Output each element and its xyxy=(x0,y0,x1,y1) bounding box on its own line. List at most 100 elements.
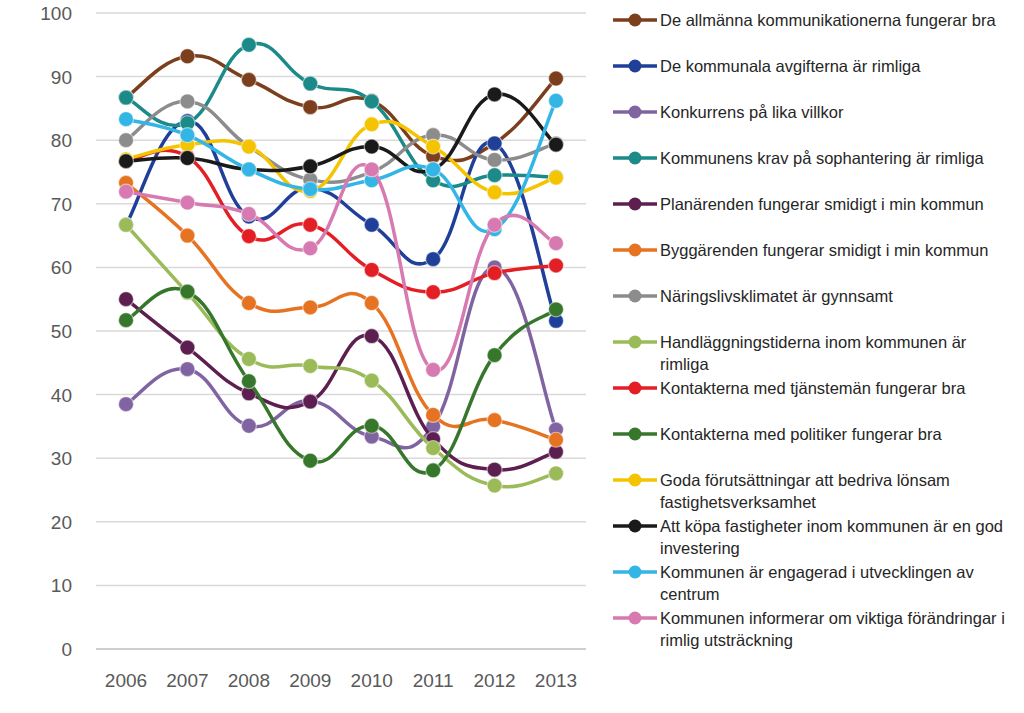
point xyxy=(426,162,441,177)
point xyxy=(303,76,318,91)
series-line xyxy=(126,101,556,182)
point xyxy=(364,262,379,277)
legend: De allmänna kommunikationerna fungerar b… xyxy=(613,11,1005,649)
legend-label: Byggärenden fungerar smidigt i min kommu… xyxy=(660,241,988,259)
legend-label-line: rimliga xyxy=(660,355,709,373)
series-line xyxy=(126,150,556,292)
point xyxy=(364,117,379,132)
point xyxy=(487,185,502,200)
point xyxy=(303,241,318,256)
legend-marker xyxy=(629,244,642,257)
point xyxy=(119,292,134,307)
point xyxy=(119,217,134,232)
point xyxy=(119,397,134,412)
point xyxy=(364,94,379,109)
point xyxy=(241,351,256,366)
series xyxy=(119,93,564,236)
series xyxy=(119,292,564,477)
legend-marker xyxy=(629,382,642,395)
point xyxy=(241,72,256,87)
point xyxy=(487,462,502,477)
point xyxy=(119,217,134,232)
x-tick-label: 2009 xyxy=(289,670,331,691)
legend-label-line: Näringslivsklimatet är gynnsamt xyxy=(660,287,893,305)
grid-line xyxy=(96,648,586,650)
legend-label: Handläggningstiderna inom kommunen ärrim… xyxy=(660,333,967,373)
legend-marker xyxy=(629,520,642,533)
x-tick-label: 2007 xyxy=(166,670,208,691)
legend-label: Kontakterna med tjänstemän fungerar bra xyxy=(660,379,966,397)
series xyxy=(119,149,564,299)
legend-marker xyxy=(629,198,642,211)
legend-label-line: Goda förutsättningar att bedriva lönsam xyxy=(660,471,950,489)
grid-line xyxy=(96,267,586,269)
point xyxy=(241,418,256,433)
point xyxy=(549,71,564,86)
x-tick-label: 2013 xyxy=(535,670,577,691)
plot-area xyxy=(119,37,564,493)
legend-label: De allmänna kommunikationerna fungerar b… xyxy=(660,11,997,29)
series xyxy=(119,87,564,177)
grid-line xyxy=(96,139,586,141)
point xyxy=(426,463,441,478)
point xyxy=(487,217,502,232)
point xyxy=(119,184,134,199)
point xyxy=(241,374,256,389)
point xyxy=(119,133,134,148)
y-tick-label: 80 xyxy=(51,130,72,151)
point xyxy=(364,418,379,433)
point xyxy=(303,393,318,408)
point xyxy=(426,252,441,267)
x-tick-label: 2008 xyxy=(228,670,270,691)
point xyxy=(241,162,256,177)
legend-label-line: centrum xyxy=(660,585,720,603)
grid-line xyxy=(96,394,586,396)
series xyxy=(119,260,564,448)
point xyxy=(487,136,502,151)
series-line xyxy=(126,121,556,193)
legend-marker xyxy=(629,290,642,303)
legend-label-line: rimlig utsträckning xyxy=(660,631,793,649)
point xyxy=(119,90,134,105)
point xyxy=(549,236,564,251)
y-tick-label: 10 xyxy=(51,575,72,596)
legend-label-line: Kontakterna med politiker fungerar bra xyxy=(660,425,942,443)
legend-label-line: De kommunala avgifterna är rimliga xyxy=(660,57,921,75)
point xyxy=(549,170,564,185)
series-line xyxy=(126,183,556,440)
point xyxy=(364,329,379,344)
legend-marker xyxy=(629,474,642,487)
point xyxy=(241,296,256,311)
y-tick-label: 0 xyxy=(61,639,72,660)
series xyxy=(119,284,564,478)
legend-label-line: Kommunen är engagerad i utvecklingen av xyxy=(660,563,974,581)
legend-marker xyxy=(629,612,642,625)
point xyxy=(180,362,195,377)
legend-marker xyxy=(629,566,642,579)
point xyxy=(549,170,564,185)
legend-marker xyxy=(629,14,642,27)
point xyxy=(241,162,256,177)
point xyxy=(119,313,134,328)
legend-marker xyxy=(629,152,642,165)
point xyxy=(487,168,502,183)
point xyxy=(180,49,195,64)
legend-marker xyxy=(629,60,642,73)
point xyxy=(487,136,502,151)
point xyxy=(549,432,564,447)
series xyxy=(119,175,564,447)
point xyxy=(303,358,318,373)
point xyxy=(303,159,318,174)
y-tick-label: 40 xyxy=(51,385,72,406)
series xyxy=(119,217,564,493)
y-tick-label: 50 xyxy=(51,321,72,342)
point xyxy=(119,112,134,127)
point xyxy=(180,228,195,243)
point xyxy=(303,300,318,315)
point xyxy=(303,394,318,409)
y-axis xyxy=(96,13,97,649)
series xyxy=(119,162,564,377)
series-line xyxy=(126,121,556,321)
point xyxy=(549,137,564,152)
grid-line xyxy=(96,521,586,523)
